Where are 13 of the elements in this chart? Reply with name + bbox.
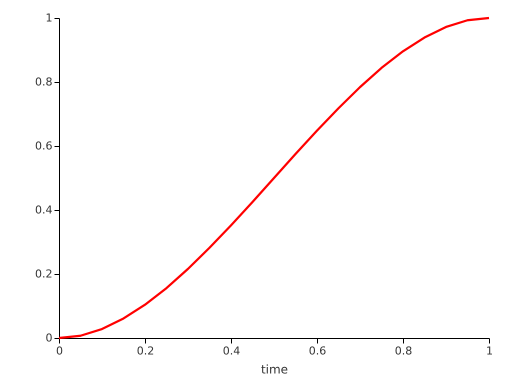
- y-tick-label: 0.8: [35, 76, 52, 88]
- x-tick-label: 0.2: [136, 344, 154, 358]
- x-tick-label: 0.8: [394, 344, 412, 358]
- y-tick-label: 0.2: [35, 268, 52, 280]
- x-tick-label: 0: [56, 344, 63, 358]
- x-tick-label: 0.6: [308, 344, 326, 358]
- y-tick-label: 1: [46, 12, 52, 24]
- x-tick-label: 0.4: [222, 344, 240, 358]
- y-tick-label: 0: [46, 332, 52, 344]
- x-tick-label: 1: [486, 344, 493, 358]
- x-axis-title: time: [260, 362, 288, 376]
- y-tick-label: 0.4: [35, 204, 52, 216]
- y-tick-label: 0.6: [35, 140, 52, 152]
